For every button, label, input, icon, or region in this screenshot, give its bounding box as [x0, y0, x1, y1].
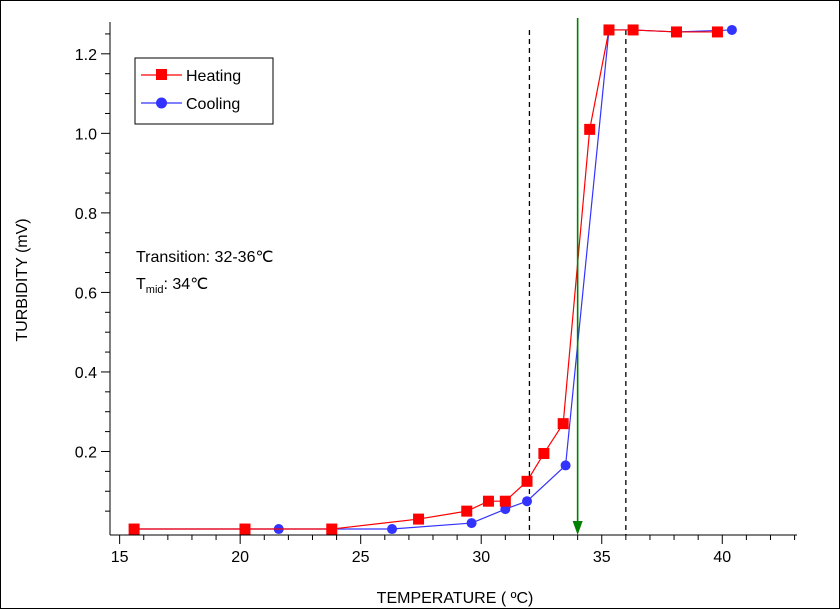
data-point-cooling	[466, 518, 477, 529]
data-point-cooling	[560, 460, 571, 471]
data-point-cooling	[726, 24, 737, 35]
data-point-heating	[239, 523, 251, 535]
tmid-prefix: T	[136, 276, 146, 293]
tmid-subscript: mid	[146, 284, 164, 296]
data-point-heating	[128, 523, 140, 535]
data-point-heating	[557, 418, 569, 430]
x-tick-label: 35	[593, 549, 611, 566]
y-tick-label: 0.4	[75, 365, 97, 382]
x-tick-label: 40	[713, 549, 731, 566]
legend-marker-heating	[156, 69, 167, 80]
data-point-heating	[482, 495, 494, 507]
x-ticks: 15 20 25 30 35 40	[111, 535, 796, 566]
transition-annotation: Transition: 32-36℃	[136, 249, 273, 266]
data-point-heating	[413, 513, 425, 525]
data-point-heating	[584, 123, 596, 135]
x-tick-label: 20	[231, 549, 249, 566]
x-axis-title: TEMPERATURE ( ºC)	[377, 590, 534, 607]
data-point-cooling	[522, 496, 533, 507]
data-point-heating	[603, 24, 615, 36]
y-tick-label: 0.6	[75, 285, 97, 302]
data-point-heating	[461, 505, 473, 517]
data-point-heating	[521, 475, 533, 487]
y-tick-label: 0.2	[75, 444, 97, 461]
x-tick-label: 15	[111, 549, 129, 566]
y-ticks: 0.2 0.4 0.6 0.8 1.0 1.2	[75, 33, 110, 512]
data-point-heating	[499, 495, 511, 507]
data-point-heating	[627, 24, 639, 36]
x-tick-label: 25	[352, 549, 370, 566]
y-tick-label: 0.8	[75, 206, 97, 223]
legend-marker-cooling	[156, 97, 167, 109]
x-tick-label: 30	[472, 549, 490, 566]
tmid-annotation: Tmid: 34℃	[136, 276, 208, 296]
plot-area	[128, 18, 737, 535]
data-point-heating	[538, 447, 550, 459]
tmid-arrow-head	[572, 521, 583, 535]
y-axis-title: TURBIDITY (mV)	[14, 218, 31, 341]
tmid-value: : 34℃	[164, 276, 209, 293]
data-point-heating	[326, 523, 338, 535]
legend-label-heating: Heating	[186, 68, 241, 85]
data-point-heating	[711, 26, 723, 38]
legend-label-cooling: Cooling	[186, 96, 240, 113]
y-tick-label: 1.0	[75, 126, 97, 143]
data-point-heating	[670, 26, 682, 38]
y-tick-label: 1.2	[75, 47, 97, 64]
legend: Heating Cooling	[134, 57, 274, 125]
data-point-cooling	[387, 524, 398, 535]
